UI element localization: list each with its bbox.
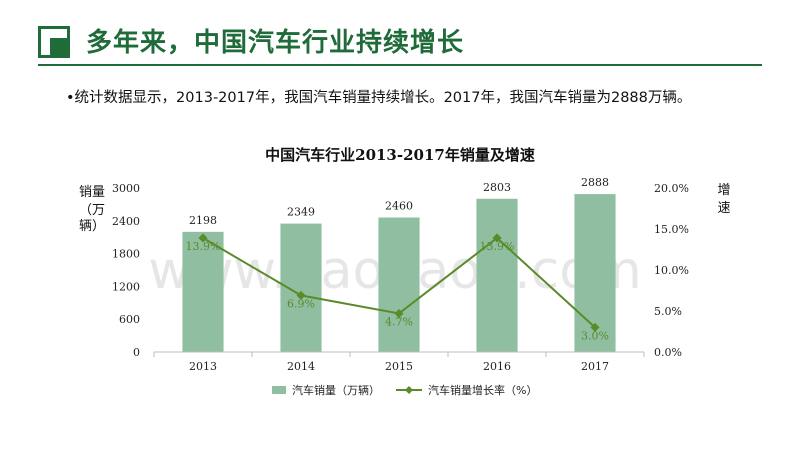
x-tick-label-2016: 2016 (483, 360, 511, 373)
legend-bar-swatch (272, 386, 286, 394)
y-right-tick-label: 20.0% (654, 182, 689, 195)
y-right-tick-label: 0.0% (654, 346, 682, 359)
y-left-axis-label-part: 销量 (79, 185, 105, 200)
legend-line-marker (405, 386, 413, 394)
growth-point-2017 (590, 322, 600, 332)
growth-label-2016: 13.9% (480, 240, 515, 253)
y-right-tick-label: 5.0% (654, 305, 682, 318)
bar-label-2013: 2198 (189, 214, 217, 227)
y-right-axis-label-part: 增 (717, 183, 730, 198)
logo-inner-square (50, 38, 70, 58)
logo-icon (38, 24, 74, 60)
bar-label-2016: 2803 (483, 181, 511, 194)
growth-label-2013: 13.9% (186, 240, 221, 253)
bar-2015 (378, 217, 420, 352)
legend-line-label: 汽车销量增长率（%） (428, 383, 537, 397)
y-left-tick-label: 0 (133, 346, 140, 359)
growth-point-2014 (296, 290, 306, 300)
legend-bar-label: 汽车销量（万辆） (292, 383, 380, 397)
title-divider (38, 64, 762, 66)
y-left-axis-label-part: （万 (79, 203, 105, 218)
chart-title: 中国汽车行业2013-2017年销量及增速 (265, 146, 535, 164)
bar-2013 (182, 231, 224, 352)
y-right-tick-label: 10.0% (654, 264, 689, 277)
y-left-tick-label: 600 (119, 313, 140, 326)
bar-label-2017: 2888 (581, 176, 609, 189)
y-left-tick-label: 1200 (112, 280, 140, 293)
bar-label-2015: 2460 (385, 200, 413, 213)
growth-point-2015 (394, 308, 404, 318)
growth-label-2017: 3.0% (581, 329, 609, 342)
y-left-tick-label: 1800 (112, 248, 140, 261)
bar-label-2014: 2349 (287, 206, 315, 219)
y-left-tick-label: 2400 (112, 215, 140, 228)
x-tick-label-2013: 2013 (189, 360, 217, 373)
x-tick-label-2014: 2014 (287, 360, 315, 373)
growth-label-2014: 6.9% (287, 297, 315, 310)
growth-point-2016 (492, 233, 502, 243)
x-tick-label-2017: 2017 (581, 360, 609, 373)
summary-bullet: •统计数据显示，2013-2017年，我国汽车销量持续增长。2017年，我国汽车… (66, 90, 692, 106)
growth-point-2013 (198, 233, 208, 243)
y-right-tick-label: 15.0% (654, 223, 689, 236)
y-left-axis-label-part: 辆） (79, 219, 105, 234)
slide-title: 多年来，中国汽车行业持续增长 (86, 28, 465, 58)
x-tick-label-2015: 2015 (385, 360, 413, 373)
bar-2016 (476, 198, 518, 352)
y-right-axis-label-part: 速 (717, 201, 730, 216)
growth-label-2015: 4.7% (385, 315, 413, 328)
y-left-tick-label: 3000 (112, 182, 140, 195)
